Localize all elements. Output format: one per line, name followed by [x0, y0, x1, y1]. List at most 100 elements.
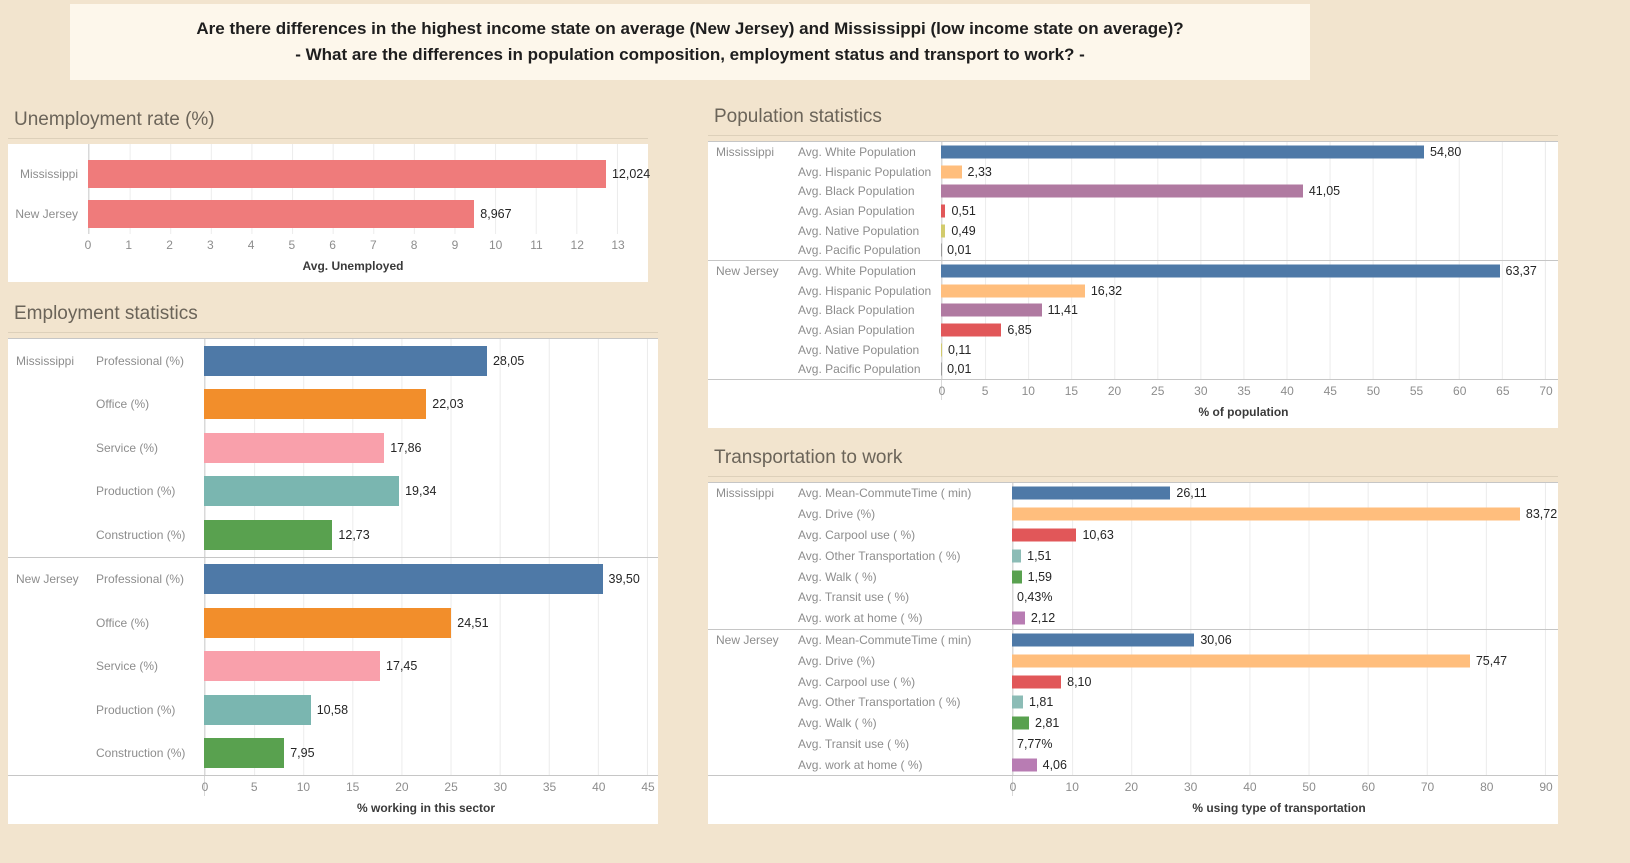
value-label: 1,81 — [1028, 695, 1054, 710]
bar-service[interactable] — [204, 432, 385, 463]
value-label: 28,05 — [492, 353, 525, 368]
bar-avg-mean-commutetime-min[interactable] — [1012, 633, 1195, 647]
bar-service[interactable] — [204, 651, 381, 682]
bar-track: 24,51 — [204, 601, 658, 645]
category-label: Service (%) — [96, 659, 159, 674]
category-label: Avg. Native Population — [798, 223, 920, 238]
bar-avg-work-at-home[interactable] — [1012, 611, 1025, 625]
bar-avg-other-transportation[interactable] — [1012, 695, 1023, 709]
bar-mississippi[interactable] — [88, 160, 606, 188]
bar-avg-asian-population[interactable] — [941, 323, 1002, 337]
axis-tick: 6 — [329, 238, 336, 252]
bar-new-jersey[interactable] — [88, 200, 475, 228]
value-label: 0,01 — [947, 243, 972, 258]
axis-tick: 2 — [166, 238, 173, 252]
bar-track: 8,10 — [1012, 671, 1558, 692]
category-label: Service (%) — [96, 440, 159, 455]
rows: Avg. White Population 54,80 Avg. Hispanic … — [790, 142, 1558, 260]
bar-track: 75,47 — [1012, 650, 1558, 671]
bar-professional[interactable] — [204, 564, 603, 595]
bar-office[interactable] — [204, 607, 452, 638]
axis-tick: 70 — [1420, 780, 1435, 795]
value-label: 7,95 — [290, 746, 315, 761]
rows: Avg. Mean-CommuteTime ( min) 26,11 Avg. Dr… — [790, 483, 1558, 629]
bar-avg-walk[interactable] — [1012, 716, 1030, 730]
chart-row-avg-mean-commutetime-min: Avg. Mean-CommuteTime ( min) 26,11 — [790, 483, 1558, 504]
bar-avg-drive[interactable] — [1012, 507, 1520, 521]
axis-tick: 0 — [1009, 780, 1017, 795]
category-label: New Jersey — [15, 207, 78, 221]
bar-track: 12,73 — [204, 513, 658, 557]
category-label: Avg. Pacific Population — [798, 362, 921, 377]
category-label: Avg. Walk ( %) — [798, 569, 877, 584]
bar-avg-mean-commutetime-min[interactable] — [1012, 486, 1171, 500]
category-label: Avg. Other Transportation ( %) — [798, 548, 961, 563]
bar-production[interactable] — [204, 694, 311, 725]
bar-avg-white-population[interactable] — [941, 264, 1500, 278]
category-label: Office (%) — [96, 397, 150, 412]
category-label: Avg. Transit use ( %) — [798, 736, 910, 751]
bar-track: 63,37 — [941, 261, 1558, 281]
category-label: Avg. Mean-CommuteTime ( min) — [798, 632, 972, 647]
employment-chart: Mississippi Professional (%) 28,05 Office (… — [8, 338, 658, 824]
category-label: Avg. White Population — [798, 144, 916, 159]
chart-row-avg-native-population: Avg. Native Population 0,11 — [790, 340, 1558, 360]
bar-production[interactable] — [204, 476, 400, 507]
bar-track: 0,51 — [941, 201, 1558, 221]
bar-avg-hispanic-population[interactable] — [941, 284, 1085, 298]
category-label: Avg. Other Transportation ( %) — [798, 695, 961, 710]
bar-avg-carpool-use[interactable] — [1012, 528, 1077, 542]
axis-tick: 40 — [1243, 780, 1257, 795]
chart-row-professional: Professional (%) 39,50 — [88, 558, 658, 602]
value-label: 2,12 — [1030, 611, 1056, 626]
bar-avg-walk[interactable] — [1012, 570, 1022, 584]
unemployment-panel-title: Unemployment rate (%) — [8, 106, 648, 139]
chart-row-avg-pacific-population: Avg. Pacific Population 0,01 — [790, 240, 1558, 260]
bar-construction[interactable] — [204, 519, 333, 550]
axis-tick: 90 — [1539, 780, 1553, 795]
transportation-group-mississippi: Mississippi Avg. Mean-CommuteTime ( min) 2… — [708, 483, 1558, 630]
axis-tick: 60 — [1361, 780, 1376, 795]
rows: Avg. White Population 63,37 Avg. Hispanic … — [790, 261, 1558, 379]
unemployment-group: Mississippi 12,024 New Jersey 8,967 — [8, 154, 650, 234]
bar-avg-carpool-use[interactable] — [1012, 675, 1062, 689]
chart-row-avg-carpool-use: Avg. Carpool use ( %) 10,63 — [790, 525, 1558, 546]
bar-professional[interactable] — [204, 345, 487, 376]
bar-office[interactable] — [204, 389, 427, 420]
axis-tick: 40 — [592, 780, 606, 794]
bar-avg-work-at-home[interactable] — [1012, 758, 1037, 772]
bar-track: 12,024 — [88, 154, 650, 194]
bar-avg-asian-population[interactable] — [941, 204, 946, 218]
value-label: 10,58 — [316, 702, 349, 717]
chart-row-avg-hispanic-population: Avg. Hispanic Population 16,32 — [790, 281, 1558, 301]
population-panel: Population statistics Mississippi Avg. Wh… — [708, 103, 1558, 429]
bar-avg-hispanic-population[interactable] — [941, 165, 962, 179]
bar-construction[interactable] — [204, 738, 285, 769]
state-label: New Jersey — [716, 263, 779, 278]
bar-avg-black-population[interactable] — [941, 303, 1042, 317]
chart-row-avg-work-at-home: Avg. work at home ( %) 4,06 — [790, 754, 1558, 775]
category-label: Construction (%) — [96, 527, 186, 542]
state-label: Mississippi — [716, 144, 775, 159]
value-label: 54,80 — [1430, 144, 1462, 159]
bar-avg-native-population[interactable] — [941, 224, 946, 238]
bar-avg-other-transportation[interactable] — [1012, 549, 1022, 563]
axis-tick: 12 — [570, 238, 584, 252]
bar-track: 10,63 — [1012, 525, 1558, 546]
transportation-panel-title: Transportation to work — [708, 444, 1558, 477]
bar-avg-black-population[interactable] — [941, 184, 1303, 198]
chart-row-avg-drive: Avg. Drive (%) 83,72 — [790, 504, 1558, 525]
chart-row-production: Production (%) 10,58 — [88, 688, 658, 732]
value-label: 24,51 — [457, 615, 489, 630]
chart-row-avg-carpool-use: Avg. Carpool use ( %) 8,10 — [790, 671, 1558, 692]
category-label: Avg. Carpool use ( %) — [798, 674, 916, 689]
population-plot: Mississippi Avg. White Population 54,80 Avg… — [708, 141, 1558, 381]
axis-tick: 30 — [493, 780, 508, 794]
bar-avg-white-population[interactable] — [941, 145, 1425, 159]
bar-track: 0,43% — [1012, 587, 1558, 608]
bar-avg-drive[interactable] — [1012, 654, 1470, 668]
population-axis: 0 5 10 15 20 25 30 35 40 45 50 55 60 65 70 — [939, 380, 1553, 401]
employment-axis-title: % working in this sector — [356, 801, 496, 815]
bar-avg-native-population[interactable] — [941, 343, 942, 357]
employment-plot: Mississippi Professional (%) 28,05 Office (… — [8, 338, 658, 776]
